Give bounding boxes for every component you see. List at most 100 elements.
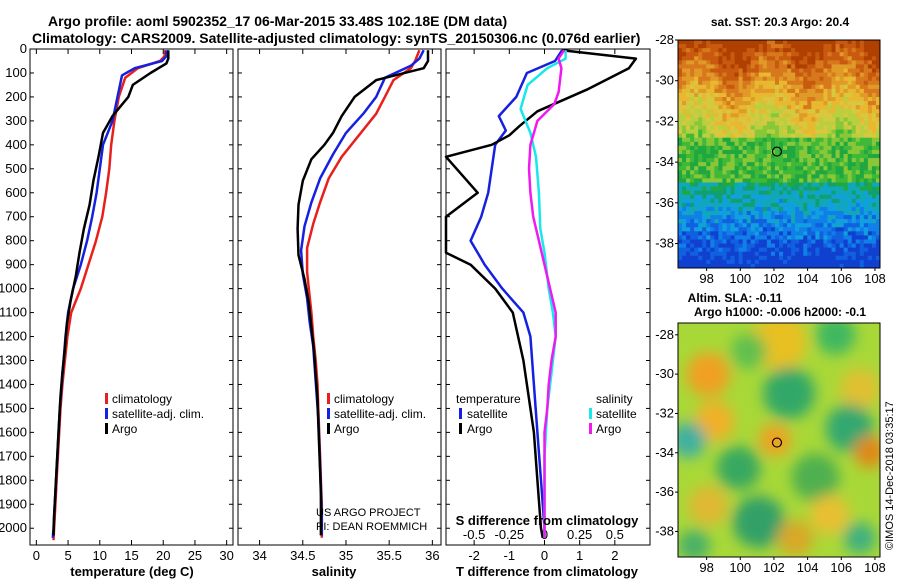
sst-cell <box>686 186 691 192</box>
legend-label-climatology: climatology <box>112 392 172 406</box>
sst-cell <box>823 174 828 179</box>
sst-cell <box>698 247 703 253</box>
sst-cell <box>855 60 861 65</box>
sst-cell <box>686 105 691 110</box>
sst-cell <box>807 117 812 122</box>
sst-cell <box>827 40 832 45</box>
sst-cell <box>811 80 816 86</box>
sst-cell <box>795 117 800 122</box>
sst-cell <box>702 235 707 240</box>
sst-cell <box>803 178 808 183</box>
sst-cell <box>783 170 788 175</box>
sst-cell <box>791 105 796 110</box>
sst-cell <box>787 231 792 236</box>
sst-cell <box>835 231 840 236</box>
sst-cell <box>871 125 877 130</box>
sst-cell <box>766 206 772 212</box>
sst-cell <box>734 56 739 61</box>
series-line-s-argo <box>527 49 566 538</box>
sst-cell <box>779 80 784 86</box>
sst-cell <box>750 88 756 94</box>
sst-cell <box>787 125 792 130</box>
sst-cell <box>859 170 865 175</box>
sst-cell <box>867 186 873 192</box>
sst-cell <box>682 227 687 232</box>
sst-cell <box>762 247 768 253</box>
sst-cell <box>867 194 873 200</box>
sst-cell <box>766 145 772 151</box>
sst-cell <box>726 186 731 192</box>
sst-cell <box>718 158 723 163</box>
sst-cell <box>787 198 792 204</box>
sst-cell <box>815 40 820 45</box>
sst-cell <box>791 162 796 167</box>
y-tick-label: 1000 <box>0 281 27 296</box>
sst-cell <box>831 202 836 208</box>
sst-cell <box>867 48 873 53</box>
sst-cell <box>694 145 699 151</box>
sst-cell <box>839 247 845 253</box>
sst-cell <box>698 206 703 212</box>
sst-cell <box>702 52 707 57</box>
sst-cell <box>855 76 861 82</box>
sst-cell <box>770 219 776 224</box>
sst-cell <box>714 174 719 179</box>
sst-cell <box>867 206 873 212</box>
sla-anomaly-blob <box>686 352 731 397</box>
sst-cell <box>779 243 784 249</box>
sst-cell <box>875 223 880 228</box>
sst-cell <box>682 105 687 110</box>
sst-cell <box>730 219 735 224</box>
sst-cell <box>678 259 683 265</box>
sst-cell <box>795 243 800 249</box>
sst-cell <box>807 121 812 126</box>
sst-cell <box>827 113 832 118</box>
sst-cell <box>803 158 808 163</box>
sst-cell <box>678 92 683 98</box>
sst-cell <box>766 263 772 268</box>
sst-cell <box>738 243 744 249</box>
sst-cell <box>738 97 744 102</box>
sst-cell <box>682 117 687 122</box>
y-tick-label: 0 <box>20 41 27 56</box>
sst-cell <box>827 186 832 192</box>
sst-cell <box>807 137 812 143</box>
sst-cell <box>722 88 727 94</box>
sst-cell <box>843 198 849 204</box>
sst-cell <box>787 113 792 118</box>
sst-cell <box>722 133 727 139</box>
sst-cell <box>819 206 824 212</box>
sst-cell <box>863 80 869 86</box>
sst-cell <box>698 44 703 49</box>
sst-cell <box>835 223 840 228</box>
sst-cell <box>750 206 756 212</box>
sst-cell <box>750 158 756 163</box>
sst-cell <box>686 137 691 143</box>
sst-cell <box>702 259 707 265</box>
sst-cell <box>823 40 828 45</box>
sst-cell <box>855 64 861 69</box>
sst-cell <box>875 239 880 244</box>
sst-cell <box>690 170 695 175</box>
sst-cell <box>787 149 792 155</box>
sst-cell <box>750 247 756 253</box>
sst-cell <box>738 247 744 253</box>
sst-cell <box>831 255 836 261</box>
sst-cell <box>783 186 788 192</box>
sst-cell <box>698 145 703 151</box>
sst-cell <box>863 202 869 208</box>
sst-cell <box>762 231 768 236</box>
sst-cell <box>730 137 735 143</box>
sst-cell <box>799 60 804 65</box>
sst-cell <box>718 194 723 200</box>
sst-cell <box>722 64 727 69</box>
sst-cell <box>863 141 869 147</box>
sst-cell <box>851 259 857 265</box>
sst-cell <box>734 154 739 159</box>
sst-cell <box>734 101 739 106</box>
sst-cell <box>754 56 760 61</box>
sst-cell <box>819 227 824 232</box>
sst-cell <box>843 243 849 249</box>
legend-swatch-s-satellite <box>589 408 592 419</box>
sst-cell <box>847 170 853 175</box>
